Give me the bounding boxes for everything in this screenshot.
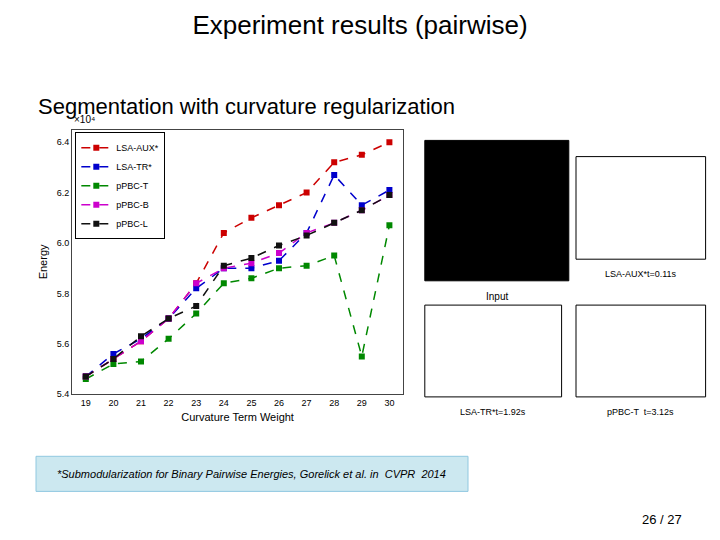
svg-text:×10⁴: ×10⁴	[74, 114, 95, 125]
svg-text:19: 19	[81, 398, 91, 408]
svg-text:6.0: 6.0	[57, 238, 70, 248]
svg-text:Curvature Term Weight: Curvature Term Weight	[181, 411, 294, 423]
svg-text:24: 24	[219, 398, 229, 408]
svg-text:pPBC-B: pPBC-B	[116, 200, 149, 210]
svg-text:27: 27	[302, 398, 312, 408]
svg-text:LSA-TR*: LSA-TR*	[116, 162, 152, 172]
svg-text:LSA-TR*t=1.92s: LSA-TR*t=1.92s	[460, 407, 526, 417]
svg-text:22: 22	[164, 398, 174, 408]
svg-text:29: 29	[357, 398, 367, 408]
svg-text:pPBC-T: pPBC-T	[116, 181, 149, 191]
svg-text:20: 20	[108, 398, 118, 408]
svg-text:Energy: Energy	[37, 244, 49, 279]
svg-text:pPBC-L: pPBC-L	[116, 219, 148, 229]
svg-text:21: 21	[136, 398, 146, 408]
svg-text:Experiment results (pairwise): Experiment results (pairwise)	[192, 10, 527, 40]
svg-text:Segmentation with curvature re: Segmentation with curvature regularizati…	[38, 94, 455, 119]
svg-text:5.4: 5.4	[57, 389, 70, 399]
svg-text:28: 28	[329, 398, 339, 408]
svg-text:26 / 27: 26 / 27	[642, 512, 682, 527]
svg-text:*Submodularization for Binary: *Submodularization for Binary Pairwise E…	[57, 468, 446, 480]
svg-text:25: 25	[246, 398, 256, 408]
svg-text:23: 23	[191, 398, 201, 408]
svg-text:5.6: 5.6	[57, 339, 70, 349]
svg-text:LSA-AUX*t=0.11s: LSA-AUX*t=0.11s	[605, 269, 677, 279]
svg-text:26: 26	[274, 398, 284, 408]
svg-text:30: 30	[384, 398, 394, 408]
svg-text:pPBC-T t=3.12s: pPBC-T t=3.12s	[607, 407, 674, 417]
svg-text:6.2: 6.2	[57, 188, 70, 198]
svg-text:Input: Input	[486, 291, 508, 302]
svg-text:5.8: 5.8	[57, 289, 70, 299]
svg-text:LSA-AUX*: LSA-AUX*	[116, 143, 159, 153]
svg-text:6.4: 6.4	[57, 137, 70, 147]
